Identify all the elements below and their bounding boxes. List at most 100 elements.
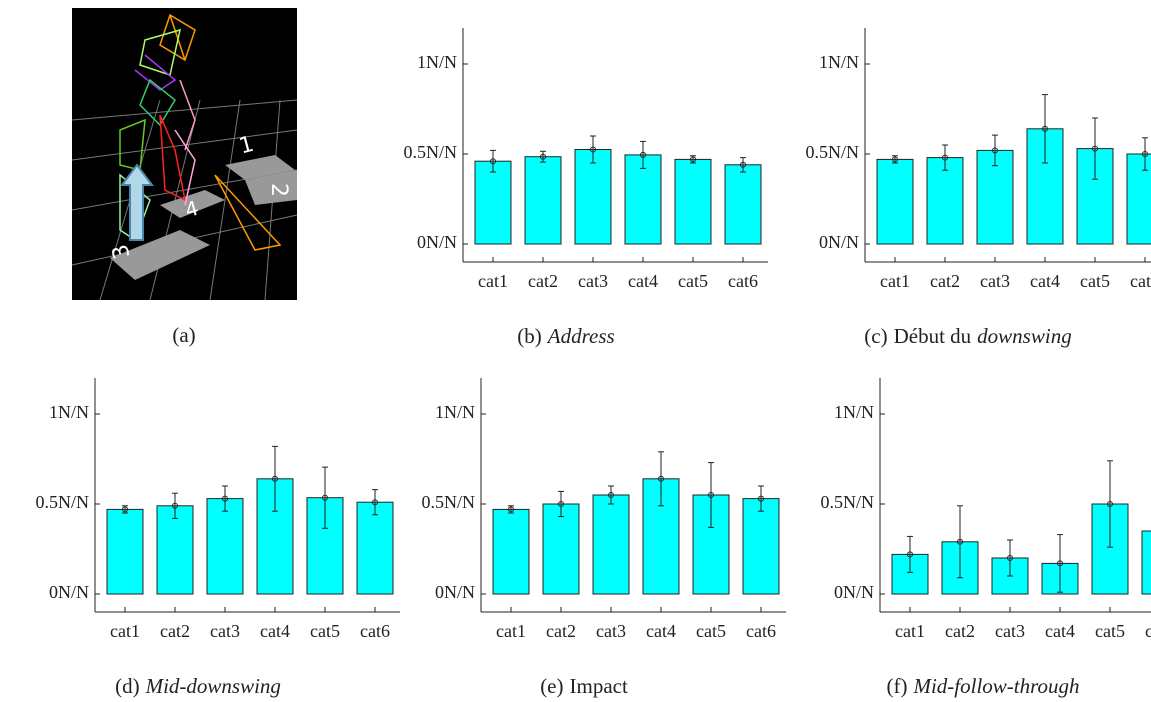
x-tick-label: cat2 [528,271,558,291]
caption-part: (d) [115,674,140,698]
value-marker [992,147,998,154]
x-tick-label: cat2 [546,621,576,641]
caption-part: (b) [517,324,542,348]
bar [724,164,762,245]
x-tick-label: cat3 [596,621,626,641]
bar [624,154,662,245]
x-tick-label: cat4 [1030,271,1060,291]
x-tick-label: cat3 [995,621,1025,641]
x-tick-label: cat1 [110,621,140,641]
y-tick-label: 0N/N [834,582,874,602]
y-tick-label: 1N/N [819,52,859,72]
x-tick-label: cat4 [628,271,658,291]
bar [206,498,244,595]
floor-label: 1 [237,132,257,160]
x-tick-label: cat6 [360,621,390,641]
caption: (b) Address [517,324,614,348]
value-marker [222,495,228,502]
y-tick-label: 1N/N [49,402,89,422]
caption-part: Mid-downswing [145,674,281,698]
value-marker [658,475,664,482]
value-marker [1107,501,1113,507]
y-tick-label: 1N/N [435,402,475,422]
x-tick-label: cat5 [678,271,708,291]
caption: (c) Début du downswing [864,324,1071,348]
value-marker [608,492,614,498]
floor-label: 4 [183,196,202,222]
x-tick-label: cat5 [310,621,340,641]
value-marker [322,494,328,501]
value-marker [172,502,178,509]
y-tick-label: 0N/N [819,232,859,252]
value-marker [540,153,546,160]
x-tick-label: cat5 [1095,621,1125,641]
y-tick-label: 0.5N/N [821,492,875,512]
value-marker [372,499,378,506]
bar [742,498,780,595]
floor-label: 3 [108,241,136,261]
bar [524,156,562,245]
x-tick-label: cat1 [496,621,526,641]
value-marker [272,475,278,482]
bar [876,158,914,245]
x-tick-label: cat5 [1080,271,1110,291]
bar [574,149,612,245]
y-tick-label: 0N/N [49,582,89,602]
caption-part: Address [546,324,615,348]
value-marker [708,492,714,498]
bar [492,508,530,595]
x-tick-label: cat6 [728,271,758,291]
value-marker [690,156,696,163]
y-tick-label: 0N/N [435,582,475,602]
x-tick-label: cat1 [880,271,910,291]
y-tick-label: 0.5N/N [422,492,476,512]
y-tick-label: 0.5N/N [404,142,458,162]
x-tick-label: cat4 [260,621,290,641]
caption: (d) Mid-downswing [115,674,281,698]
value-marker [1042,125,1048,132]
x-tick-label: cat1 [478,271,508,291]
x-tick-label: cat6 [746,621,776,641]
value-marker [508,506,514,513]
value-marker [1007,555,1013,561]
value-marker [1092,145,1098,152]
value-marker [640,151,646,158]
caption-part: Début du [894,324,972,348]
y-tick-label: 0N/N [417,232,457,252]
caption-part: Mid-follow-through [912,674,1079,698]
x-tick-label: cat2 [160,621,190,641]
x-tick-label: cat6 [1130,271,1151,291]
value-marker [1142,151,1148,157]
y-tick-label: 1N/N [834,402,874,422]
panel-a-image [71,8,298,301]
y-tick-label: 0.5N/N [36,492,90,512]
value-marker [907,551,913,558]
bar [542,503,580,595]
x-tick-label: cat4 [1045,621,1075,641]
value-marker [1057,560,1063,567]
bar [692,494,730,595]
value-marker [892,156,898,163]
caption: (a) [172,323,195,347]
x-tick-label: cat5 [696,621,726,641]
bar [106,508,144,595]
value-marker [590,146,596,153]
caption: (f) Mid-follow-through [886,674,1079,698]
caption: (e) Impact [540,674,628,698]
floor-label: 2 [266,183,291,197]
caption-part: Impact [570,674,628,698]
value-marker [740,161,746,168]
x-tick-label: cat2 [930,271,960,291]
value-marker [558,501,564,507]
x-tick-label: cat6 [1145,621,1151,641]
x-tick-label: cat2 [945,621,975,641]
bar [474,160,512,245]
bar [1091,503,1129,595]
bar [356,501,394,595]
bar [592,494,630,595]
bar [674,158,712,245]
y-tick-label: 0.5N/N [806,142,860,162]
value-marker [758,495,764,502]
